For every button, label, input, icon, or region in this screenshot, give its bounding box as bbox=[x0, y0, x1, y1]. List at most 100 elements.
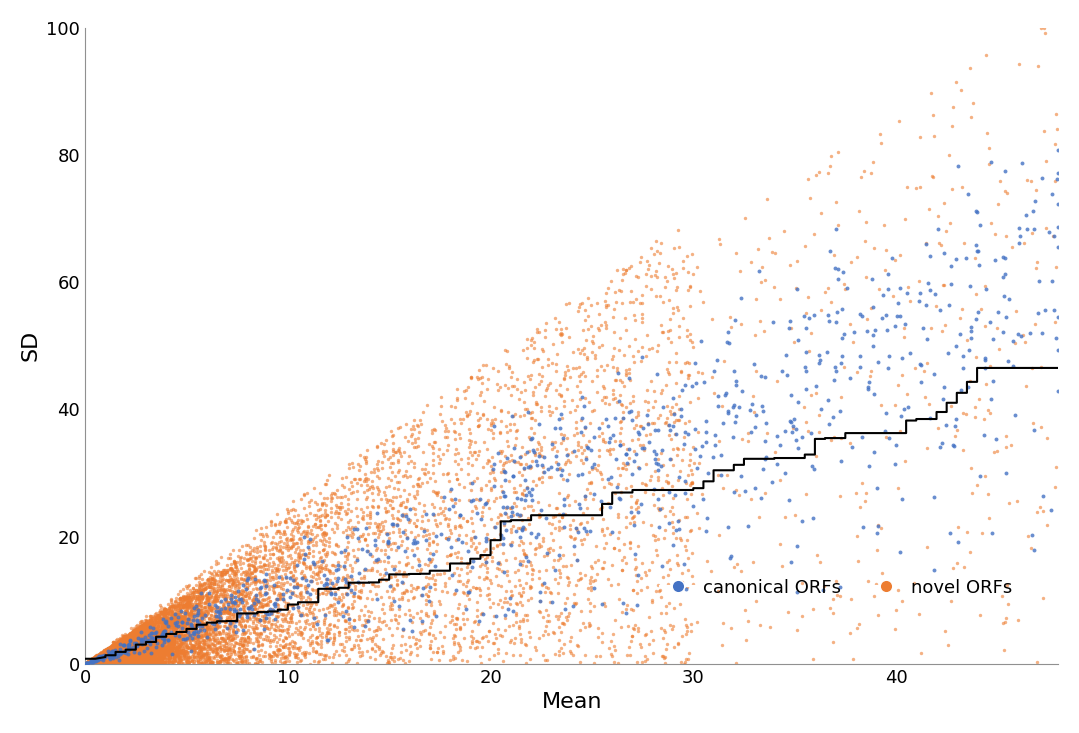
Point bbox=[114, 637, 132, 649]
Point bbox=[175, 614, 192, 626]
Point bbox=[165, 652, 182, 663]
Point bbox=[1048, 332, 1065, 344]
Point bbox=[82, 655, 99, 666]
Point bbox=[140, 655, 158, 667]
Point bbox=[133, 636, 150, 648]
Point bbox=[101, 643, 119, 655]
Point bbox=[163, 630, 180, 642]
Point bbox=[195, 608, 213, 619]
Point bbox=[99, 656, 117, 668]
Point bbox=[193, 600, 210, 612]
Point bbox=[1022, 175, 1039, 187]
Point bbox=[274, 640, 291, 652]
Point bbox=[128, 655, 146, 667]
Point bbox=[204, 647, 221, 658]
Point bbox=[139, 627, 156, 638]
Point bbox=[289, 548, 306, 560]
Point bbox=[240, 563, 257, 575]
Point bbox=[210, 641, 228, 653]
Point bbox=[152, 613, 169, 625]
Point bbox=[104, 641, 121, 652]
Point bbox=[279, 597, 297, 609]
Point bbox=[295, 515, 312, 527]
Point bbox=[187, 586, 204, 598]
Point bbox=[614, 407, 631, 419]
Point bbox=[99, 657, 117, 668]
Point bbox=[82, 658, 99, 669]
Point bbox=[176, 630, 193, 641]
Point bbox=[91, 649, 108, 661]
Point bbox=[185, 658, 202, 669]
Point bbox=[129, 633, 147, 644]
Point bbox=[94, 652, 111, 663]
Point bbox=[483, 464, 501, 476]
Point bbox=[168, 618, 186, 630]
Point bbox=[821, 419, 838, 430]
Point bbox=[191, 586, 208, 598]
Point bbox=[560, 331, 577, 343]
Point bbox=[149, 633, 166, 645]
Point bbox=[183, 625, 201, 636]
Point bbox=[111, 651, 128, 663]
Point bbox=[470, 419, 488, 430]
Point bbox=[95, 654, 112, 666]
Point bbox=[97, 653, 114, 665]
Point bbox=[193, 607, 210, 619]
Point bbox=[263, 572, 281, 583]
Point bbox=[85, 658, 103, 669]
Point bbox=[84, 658, 101, 669]
Point bbox=[325, 610, 342, 622]
Point bbox=[436, 577, 453, 589]
Point bbox=[472, 389, 489, 401]
Point bbox=[108, 655, 125, 667]
Point bbox=[118, 655, 135, 667]
Point bbox=[177, 594, 194, 605]
Point bbox=[112, 647, 129, 659]
Point bbox=[93, 648, 110, 660]
Point bbox=[853, 310, 871, 322]
Point bbox=[150, 626, 167, 638]
Point bbox=[117, 656, 134, 668]
Point bbox=[209, 580, 227, 592]
Point bbox=[341, 612, 358, 624]
Point bbox=[475, 436, 492, 448]
Point bbox=[189, 616, 206, 627]
Point bbox=[230, 582, 247, 594]
Point bbox=[191, 653, 208, 665]
Point bbox=[104, 652, 121, 664]
Point bbox=[81, 656, 98, 668]
Point bbox=[133, 632, 150, 644]
Point bbox=[86, 655, 104, 667]
Point bbox=[238, 644, 256, 655]
Point bbox=[275, 593, 292, 605]
Point bbox=[363, 594, 380, 605]
Point bbox=[302, 524, 319, 536]
Point bbox=[81, 657, 98, 668]
Point bbox=[291, 533, 309, 545]
Point bbox=[609, 265, 626, 276]
Point bbox=[133, 658, 150, 669]
Point bbox=[84, 655, 101, 666]
Point bbox=[251, 627, 269, 638]
Point bbox=[159, 606, 176, 618]
Point bbox=[565, 548, 583, 560]
Point bbox=[746, 482, 763, 494]
Point bbox=[393, 451, 410, 463]
Point bbox=[490, 564, 507, 575]
Point bbox=[514, 514, 531, 526]
Point bbox=[149, 615, 166, 627]
Point bbox=[135, 622, 152, 634]
Point bbox=[276, 641, 293, 653]
Point bbox=[197, 619, 215, 631]
Point bbox=[126, 639, 144, 651]
Point bbox=[910, 275, 927, 287]
Point bbox=[996, 644, 1013, 655]
Point bbox=[617, 448, 634, 460]
Point bbox=[193, 603, 210, 614]
Point bbox=[91, 655, 108, 666]
Point bbox=[100, 655, 118, 666]
Point bbox=[454, 613, 472, 625]
Point bbox=[156, 618, 174, 630]
Point bbox=[511, 522, 529, 534]
Point bbox=[166, 604, 183, 616]
